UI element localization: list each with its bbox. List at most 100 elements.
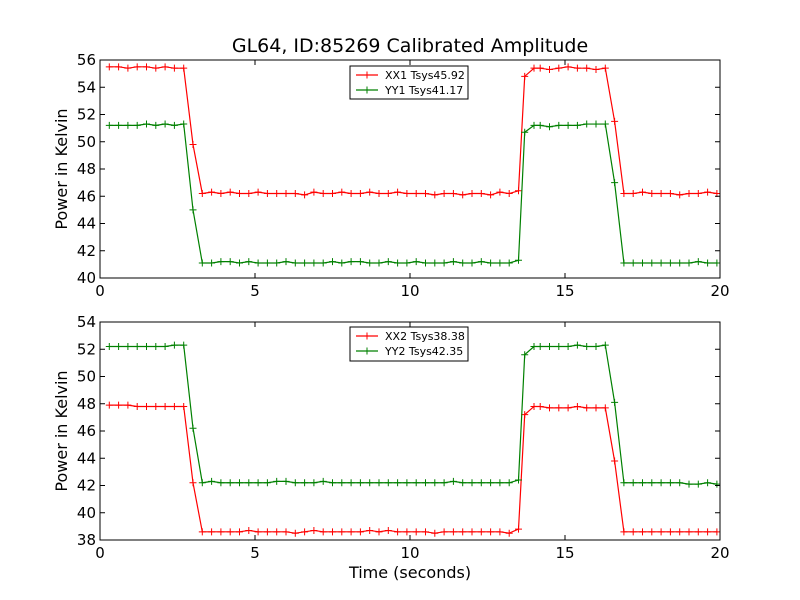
data-point — [440, 190, 448, 198]
data-point — [685, 528, 693, 536]
data-point — [546, 66, 553, 74]
data-point — [555, 121, 563, 129]
data-point — [583, 64, 591, 72]
data-point — [515, 256, 522, 264]
data-point — [366, 526, 374, 534]
data-point — [583, 404, 591, 412]
data-point — [629, 190, 637, 198]
data-point — [273, 528, 281, 536]
data-point — [161, 63, 169, 71]
x-tick-label: 0 — [95, 544, 105, 562]
data-point — [366, 259, 374, 267]
data-point — [124, 401, 132, 409]
data-point — [449, 190, 457, 198]
legend-marker — [363, 71, 371, 79]
data-point — [468, 528, 476, 536]
y-tick-label: 46 — [77, 422, 96, 440]
y-tick-label: 48 — [77, 160, 96, 178]
data-point — [592, 343, 600, 351]
data-point — [629, 479, 637, 487]
data-point — [217, 258, 225, 266]
data-point — [657, 528, 665, 536]
data-point — [440, 528, 448, 536]
data-point — [170, 402, 178, 410]
data-point — [685, 259, 693, 267]
data-point — [115, 63, 123, 71]
data-point — [152, 64, 160, 72]
legend-box — [349, 65, 469, 100]
data-point — [105, 343, 113, 351]
x-tick-label: 0 — [95, 282, 105, 300]
data-point — [555, 343, 563, 351]
data-point — [338, 479, 346, 487]
y-tick-label: 50 — [77, 368, 96, 386]
bottom-panel: 0 5 10 15 20 38 40 42 44 46 48 50 52 54 Power in Kelvi… — [52, 313, 730, 562]
x-axis-label: Time (seconds) — [348, 563, 471, 582]
data-point — [189, 206, 197, 214]
data-point — [573, 121, 581, 129]
data-point — [226, 528, 234, 536]
data-point — [208, 188, 216, 196]
data-point — [666, 190, 674, 198]
data-point — [143, 63, 150, 71]
data-point — [338, 188, 346, 196]
legend-label: YY1 Tsys41.17 — [384, 84, 463, 97]
data-point — [422, 528, 429, 536]
data-point — [152, 402, 160, 410]
y-tick-label: 44 — [77, 449, 96, 467]
y-tick-label: 54 — [77, 78, 96, 96]
data-point — [685, 190, 693, 198]
y-tick-label: 44 — [77, 215, 96, 233]
data-point — [115, 121, 123, 129]
data-point — [263, 190, 271, 198]
data-point — [329, 258, 336, 266]
data-point — [412, 528, 420, 536]
data-point — [536, 402, 544, 410]
data-point — [530, 343, 538, 351]
data-point — [161, 120, 169, 128]
data-point — [515, 476, 522, 484]
data-point — [601, 404, 609, 412]
data-point — [704, 479, 712, 487]
data-point — [496, 259, 504, 267]
data-point — [394, 479, 402, 487]
y-tick-label: 48 — [77, 395, 96, 413]
data-point — [105, 401, 113, 409]
data-point — [375, 190, 383, 198]
data-point — [505, 259, 513, 267]
data-point — [394, 259, 402, 267]
data-point — [301, 259, 309, 267]
data-point — [546, 404, 553, 412]
data-point — [592, 120, 600, 128]
data-point — [375, 479, 383, 487]
y-tick-label: 50 — [77, 133, 96, 151]
data-point — [217, 528, 225, 536]
y-tick-label: 56 — [77, 51, 96, 69]
data-point — [245, 258, 253, 266]
data-point — [291, 529, 299, 537]
top-panel: 0 5 10 15 20 40 42 44 46 48 50 52 54 56 Power in Kelvi… — [52, 51, 730, 300]
data-point — [189, 140, 197, 148]
y-tick-label: 40 — [77, 269, 96, 287]
data-point — [530, 402, 538, 410]
data-point — [521, 351, 529, 359]
data-point — [329, 528, 336, 536]
data-point — [133, 402, 141, 410]
data-point — [301, 528, 309, 536]
data-point — [564, 121, 572, 129]
data-point — [208, 259, 216, 267]
legend-label: XX2 Tsys38.38 — [385, 330, 465, 343]
y-tick-label: 46 — [77, 187, 96, 205]
data-point — [592, 66, 600, 74]
data-point — [412, 479, 420, 487]
data-point — [301, 479, 309, 487]
data-point — [105, 63, 113, 71]
x-tick-label: 5 — [250, 282, 260, 300]
data-point — [161, 402, 169, 410]
data-point — [236, 259, 243, 267]
data-point — [573, 402, 581, 410]
data-point — [515, 187, 522, 195]
data-point — [338, 259, 346, 267]
data-point — [440, 259, 448, 267]
